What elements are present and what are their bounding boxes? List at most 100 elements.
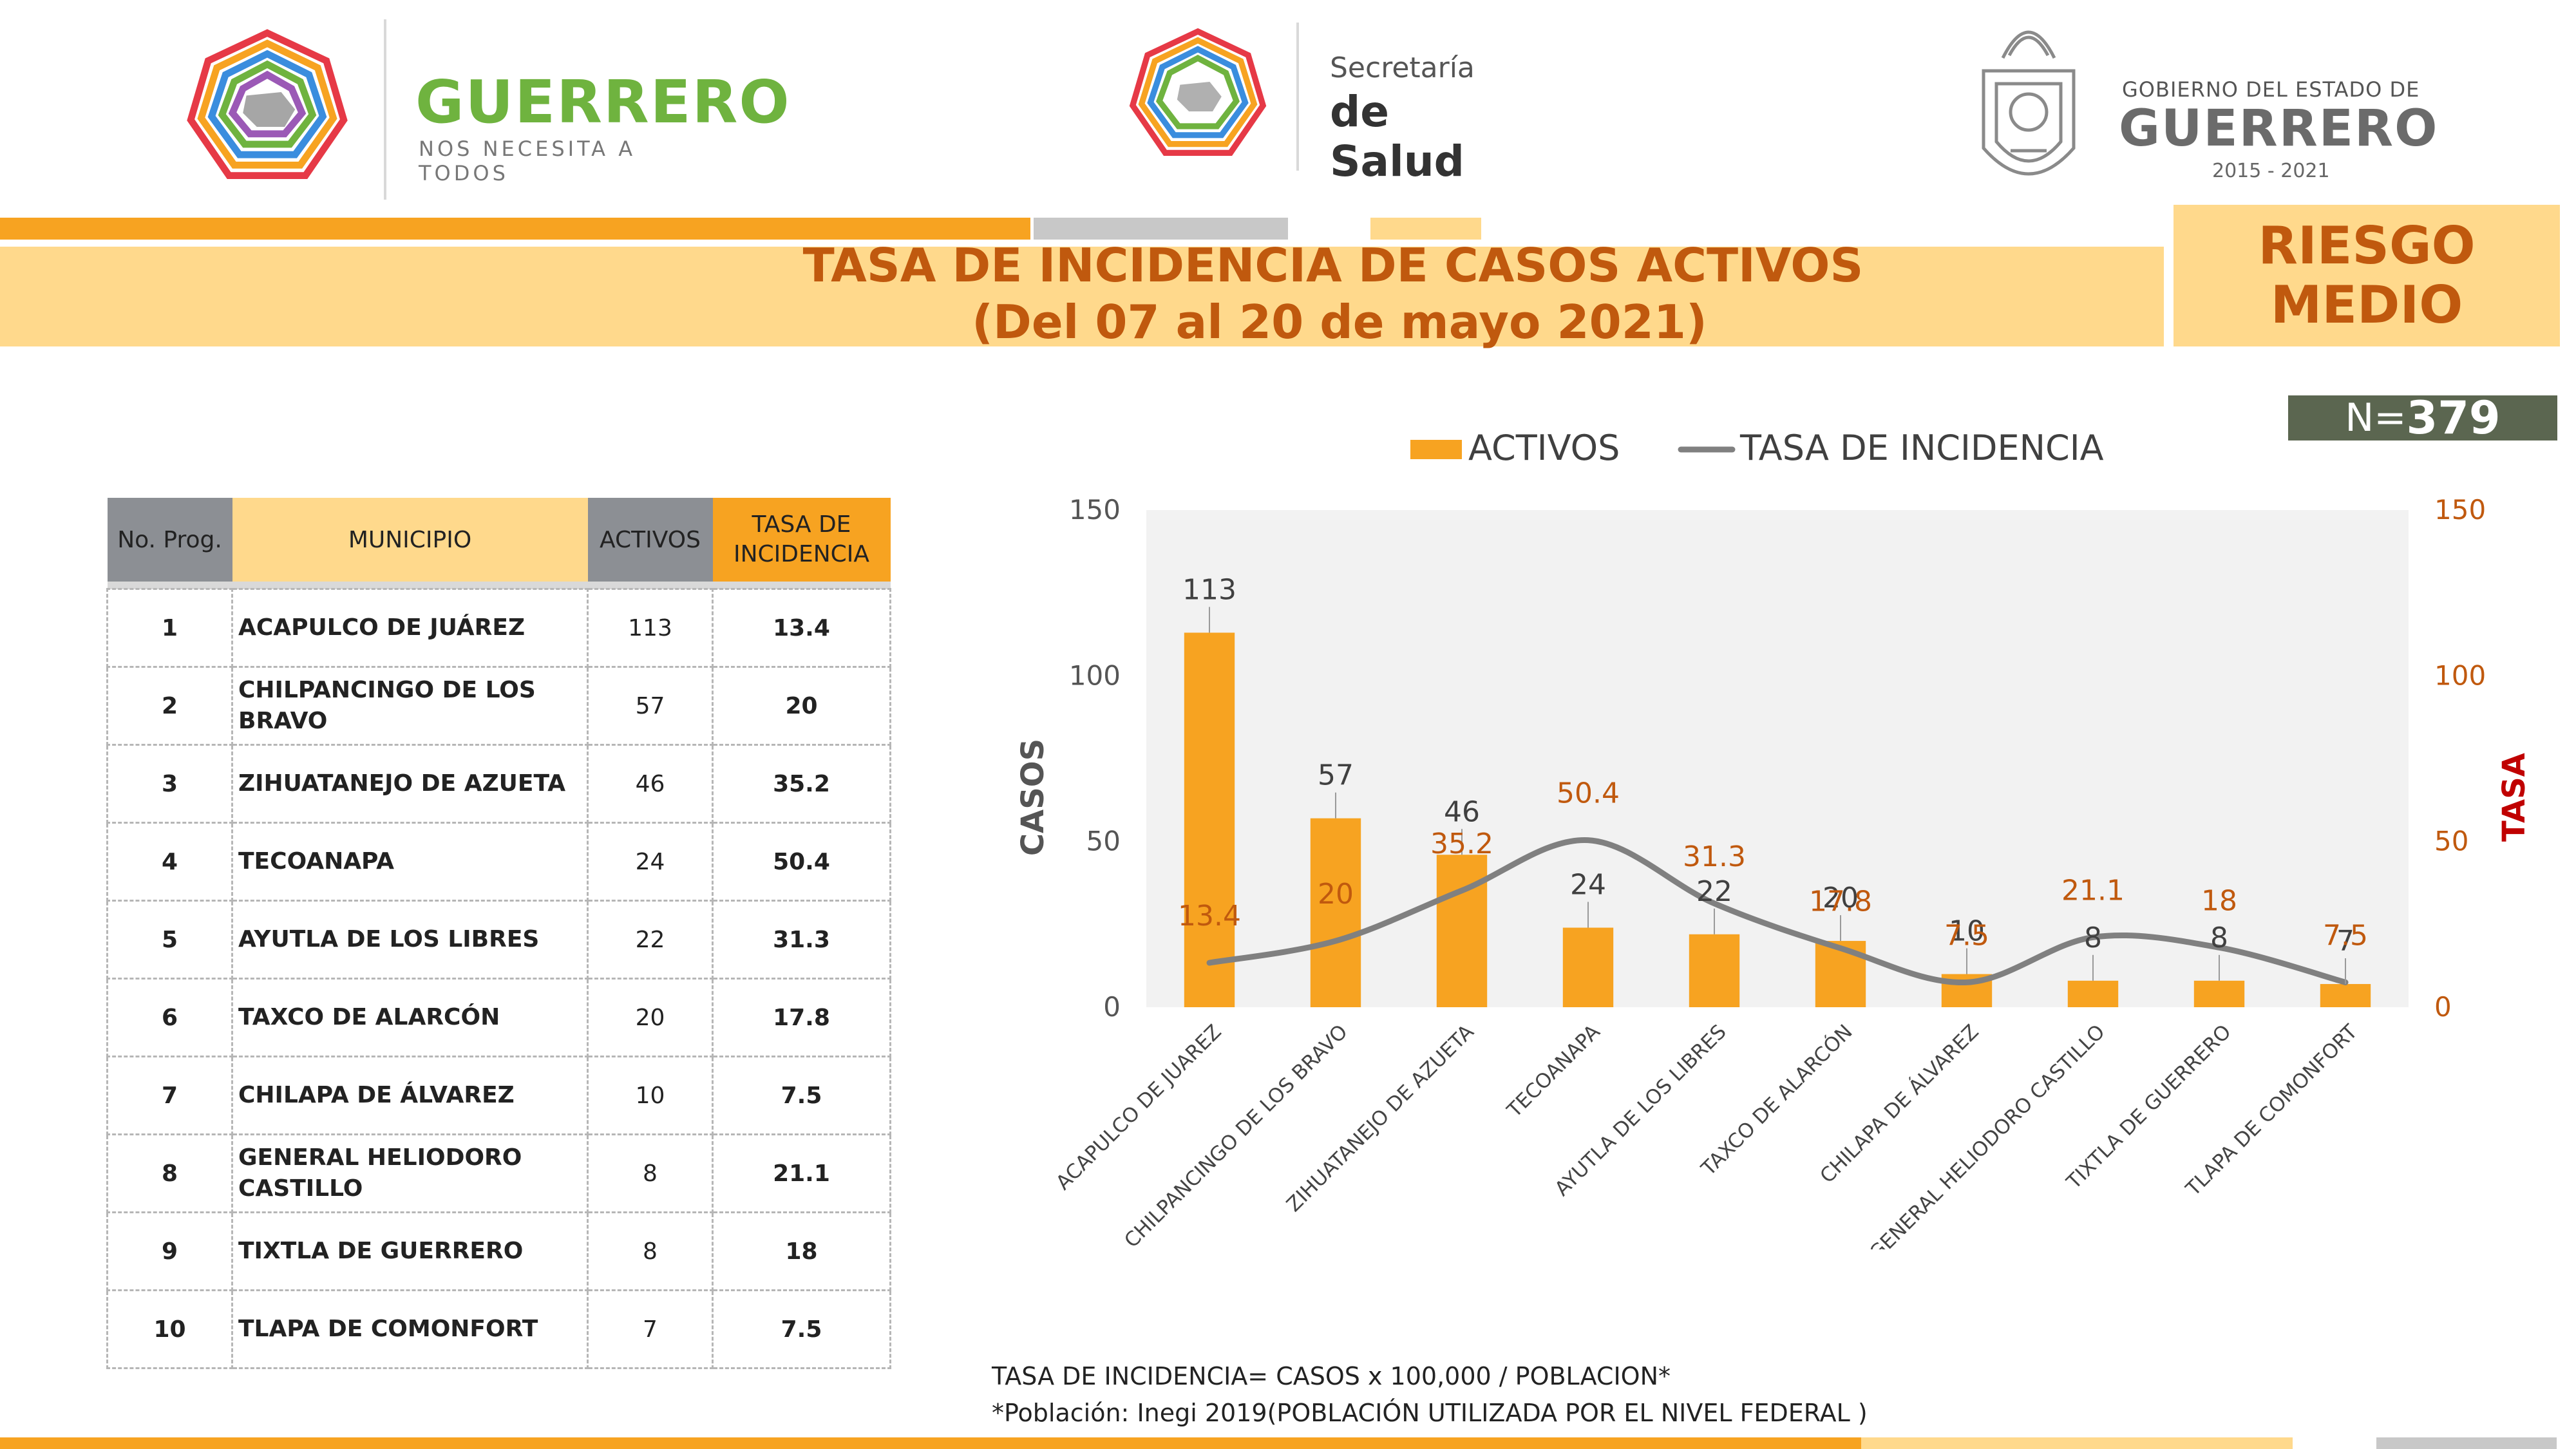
guerrero-emblem-icon (187, 29, 348, 179)
cell-tasa: 31.3 (712, 900, 891, 980)
series-line (1206, 837, 2349, 985)
cell-municipio: TECOANAPA (231, 822, 589, 902)
cell-no: 2 (106, 666, 233, 746)
incidence-chart: 0 0 50 50 100 100 150 150 CASOS TASA 113 57 46 24 22 20… (1015, 428, 2532, 1249)
col-header-tasa-line2: INCIDENCIA (733, 541, 870, 567)
cell-no: 1 (106, 588, 233, 668)
cell-tasa: 13.4 (712, 588, 891, 668)
cell-no: 4 (106, 822, 233, 902)
cell-no: 10 (106, 1289, 233, 1369)
logo-guerrero-nos-necesita: GUERRERO NOS NECESITA A TODOS (180, 19, 790, 206)
salud-line2: de Salud (1330, 87, 1464, 186)
line-value-label: 7.5 (1944, 919, 1989, 952)
line-value-label: 18 (2201, 884, 2237, 917)
bar (1184, 632, 1235, 1007)
total-count-prefix: N= (2345, 395, 2407, 440)
bar-value-label: 7 (2336, 925, 2354, 958)
cell-municipio: TAXCO DE ALARCÓN (231, 978, 589, 1057)
bar (2320, 983, 2371, 1007)
cell-municipio: CHILAPA DE ÁLVAREZ (231, 1056, 589, 1135)
cell-tasa: 21.1 (712, 1133, 891, 1213)
cell-tasa: 7.5 (712, 1289, 891, 1369)
table-row: 7 CHILAPA DE ÁLVAREZ 10 7.5 (106, 1056, 891, 1135)
cell-municipio: ACAPULCO DE JUÁREZ (231, 588, 589, 668)
legend-label-line: TASA DE INCIDENCIA (1739, 428, 2104, 468)
bar (2067, 980, 2119, 1007)
cell-municipio: AYUTLA DE LOS LIBRES (231, 900, 589, 980)
y-axis-title: CASOS (1015, 739, 1051, 856)
cell-tasa: 18 (712, 1211, 891, 1291)
bottom-bar-light (1861, 1437, 2293, 1449)
col-header-tasa-line1: TASA DE (752, 511, 851, 538)
bar (1562, 927, 1614, 1007)
line-value-label: 17.8 (1809, 885, 1872, 918)
table-row: 4 TECOANAPA 24 50.4 (106, 822, 891, 902)
cell-municipio: CHILPANCINGO DE LOS BRAVO (231, 666, 589, 746)
cell-no: 6 (106, 978, 233, 1057)
y-tick-label: 0 (1103, 991, 1121, 1023)
y-tick-label: 50 (1086, 826, 1121, 857)
line-value-label: 13.4 (1178, 900, 1241, 933)
bar (2193, 980, 2245, 1007)
cell-activos: 113 (587, 588, 714, 668)
page-title: TASA DE INCIDENCIA DE CASOS ACTIVOS (802, 238, 1864, 292)
cell-no: 3 (106, 744, 233, 824)
legend-label-bar: ACTIVOS (1468, 428, 1620, 468)
cell-activos: 22 (587, 900, 714, 980)
y2-tick-label: 100 (2434, 659, 2486, 691)
bar (1310, 818, 1361, 1007)
brand-title: GUERRERO (415, 68, 791, 137)
y2-tick-label: 50 (2434, 826, 2468, 857)
line-value-label: 31.3 (1683, 840, 1746, 873)
cell-activos: 7 (587, 1289, 714, 1369)
bar-value-label: 57 (1318, 759, 1354, 792)
y-tick-label: 150 (1069, 494, 1121, 526)
line-value-label: 21.1 (2061, 874, 2125, 907)
risk-badge: RIESGO MEDIO (2174, 205, 2560, 346)
x-tick-label: GENERAL HELIODORO CASTILLO (1865, 1020, 2110, 1249)
x-tick-label: TECOANAPA (1502, 1020, 1605, 1122)
table-row: 9 TIXTLA DE GUERRERO 8 18 (106, 1211, 891, 1291)
cell-municipio: TIXTLA DE GUERRERO (231, 1211, 589, 1291)
line-value-label: 50.4 (1557, 777, 1620, 810)
footnote-formula: TASA DE INCIDENCIA= CASOS x 100,000 / PO… (992, 1362, 1671, 1390)
col-header-prog: No. Prog. (107, 498, 232, 582)
bar-value-label: 113 (1182, 573, 1236, 606)
cell-tasa: 20 (712, 666, 891, 746)
brand-subtitle: NOS NECESITA A TODOS (419, 137, 636, 185)
table-row: 6 TAXCO DE ALARCÓN 20 17.8 (106, 978, 891, 1057)
table-row: 10 TLAPA DE COMONFORT 7 7.5 (106, 1289, 891, 1369)
cell-activos: 46 (587, 744, 714, 824)
table-row: 3 ZIHUATANEJO DE AZUETA 46 35.2 (106, 744, 891, 824)
cell-municipio: ZIHUATANEJO DE AZUETA (231, 744, 589, 824)
top-bar-light (1370, 218, 1481, 240)
page-subtitle: (Del 07 al 20 de mayo 2021) (972, 295, 1707, 349)
top-bar-orange (0, 218, 1030, 240)
cell-tasa: 50.4 (712, 822, 891, 902)
legend-swatch-bar (1410, 440, 1462, 459)
footnote-source: *Población: Inegi 2019(POBLACIÓN UTILIZA… (992, 1399, 1868, 1427)
bar-value-label: 24 (1570, 868, 1606, 901)
title-band (0, 247, 2164, 346)
line-value-label: 35.2 (1430, 828, 1493, 860)
gobierno-line1: GOBIERNO DEL ESTADO DE (2122, 77, 2420, 102)
bottom-bar-orange (0, 1437, 1861, 1449)
bar-value-label: 20 (1823, 882, 1859, 914)
logo-gobierno-guerrero: GOBIERNO DEL ESTADO DE GUERRERO 2015 - 2… (1964, 6, 2437, 213)
y-tick-label: 100 (1069, 659, 1121, 691)
table-row: 1 ACAPULCO DE JUÁREZ 113 13.4 (106, 588, 891, 668)
table-row: 5 AYUTLA DE LOS LIBRES 22 31.3 (106, 900, 891, 980)
line-value-label: 7.5 (2323, 919, 2368, 952)
bar-value-label: 10 (1949, 915, 1985, 948)
top-bar-gray (1034, 218, 1288, 240)
table-row: 8 GENERAL HELIODORO CASTILLO 8 21.1 (106, 1133, 891, 1213)
total-count-badge: N= 379 (2288, 392, 2557, 444)
cell-tasa: 7.5 (712, 1056, 891, 1135)
cell-no: 5 (106, 900, 233, 980)
bar-value-label: 8 (2084, 922, 2102, 954)
risk-line2: MEDIO (2270, 275, 2463, 335)
cell-tasa: 17.8 (712, 978, 891, 1057)
cell-activos: 57 (587, 666, 714, 746)
logo-secretaria-salud: Secretaría de Salud (1124, 23, 1523, 186)
cell-no: 8 (106, 1133, 233, 1213)
